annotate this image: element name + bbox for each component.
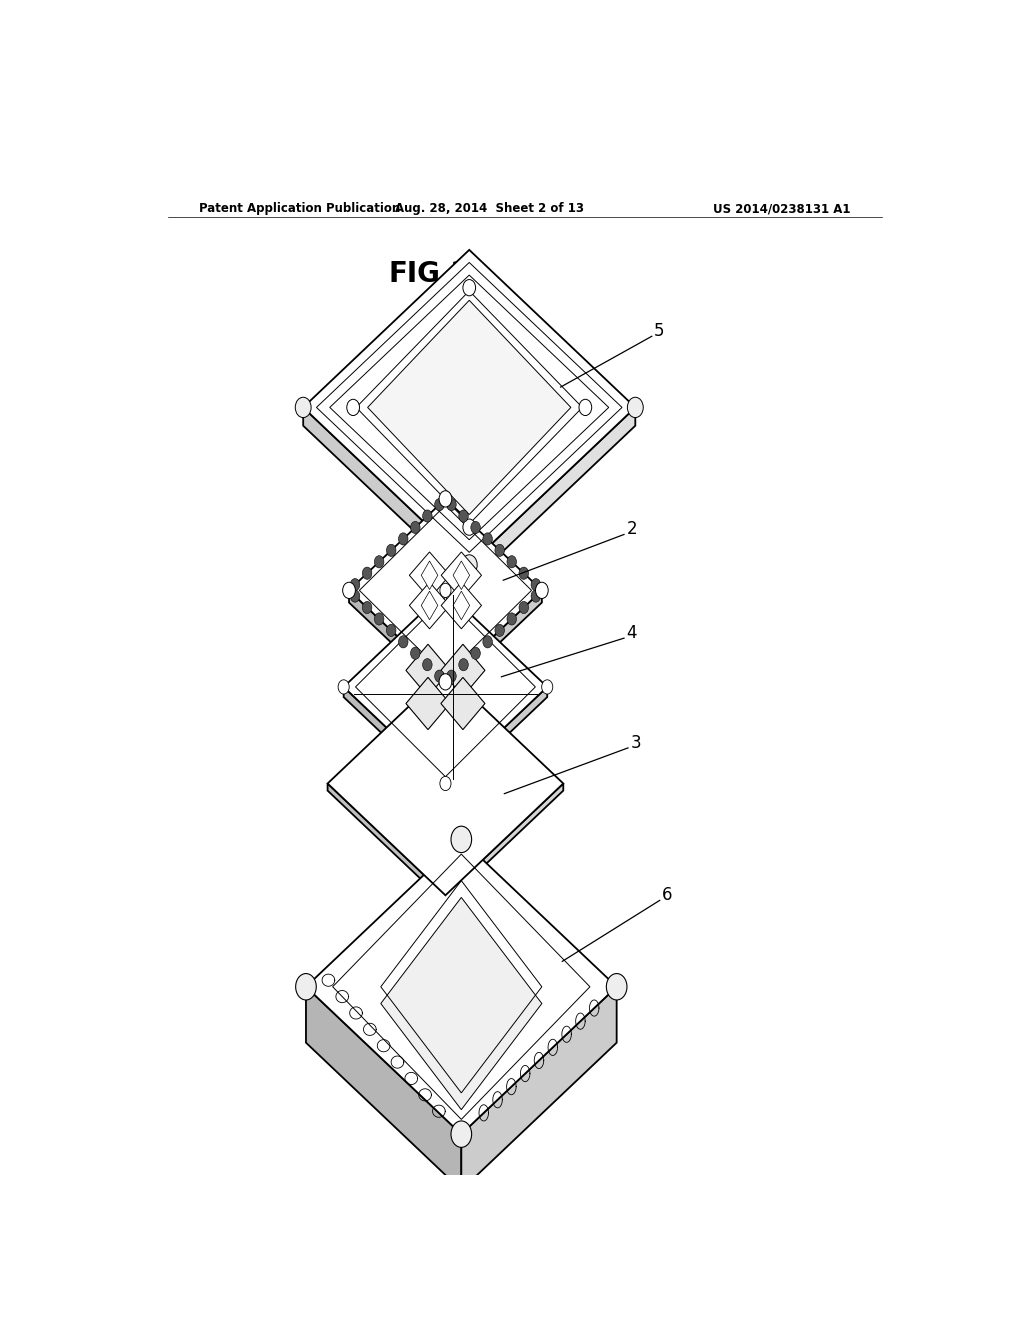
Circle shape bbox=[295, 397, 311, 417]
Polygon shape bbox=[344, 590, 547, 784]
Polygon shape bbox=[453, 561, 470, 590]
Polygon shape bbox=[410, 552, 450, 598]
Circle shape bbox=[375, 556, 384, 568]
Circle shape bbox=[507, 556, 516, 568]
Polygon shape bbox=[328, 672, 563, 895]
Circle shape bbox=[296, 974, 316, 1001]
Circle shape bbox=[439, 491, 452, 507]
Circle shape bbox=[483, 533, 493, 545]
Polygon shape bbox=[306, 840, 616, 1134]
Text: Aug. 28, 2014  Sheet 2 of 13: Aug. 28, 2014 Sheet 2 of 13 bbox=[394, 202, 584, 215]
Text: Patent Application Publication: Patent Application Publication bbox=[200, 202, 400, 215]
Polygon shape bbox=[441, 677, 485, 730]
Circle shape bbox=[423, 659, 432, 671]
Circle shape bbox=[338, 680, 349, 694]
Polygon shape bbox=[368, 300, 570, 515]
Circle shape bbox=[347, 399, 359, 416]
Polygon shape bbox=[406, 677, 450, 730]
Polygon shape bbox=[469, 408, 635, 583]
Circle shape bbox=[461, 554, 477, 576]
Circle shape bbox=[495, 624, 505, 636]
Circle shape bbox=[446, 499, 457, 511]
Circle shape bbox=[483, 636, 493, 648]
Circle shape bbox=[440, 776, 451, 791]
Circle shape bbox=[398, 636, 408, 648]
Circle shape bbox=[411, 647, 420, 660]
Circle shape bbox=[507, 612, 516, 626]
Circle shape bbox=[542, 680, 553, 694]
Polygon shape bbox=[406, 644, 450, 697]
Circle shape bbox=[350, 590, 359, 602]
Polygon shape bbox=[453, 591, 470, 619]
Polygon shape bbox=[441, 582, 481, 628]
Polygon shape bbox=[421, 591, 438, 619]
Circle shape bbox=[459, 659, 468, 671]
Text: 5: 5 bbox=[654, 322, 665, 341]
Circle shape bbox=[434, 671, 444, 682]
Circle shape bbox=[606, 974, 627, 1001]
Text: 2: 2 bbox=[627, 520, 637, 539]
Polygon shape bbox=[349, 499, 542, 682]
Polygon shape bbox=[349, 590, 445, 694]
Circle shape bbox=[375, 612, 384, 626]
Circle shape bbox=[519, 602, 528, 614]
Circle shape bbox=[411, 521, 420, 533]
Polygon shape bbox=[441, 552, 481, 598]
Polygon shape bbox=[445, 784, 563, 903]
Circle shape bbox=[362, 602, 372, 614]
Circle shape bbox=[628, 397, 643, 417]
Text: 3: 3 bbox=[631, 734, 641, 752]
Circle shape bbox=[398, 533, 408, 545]
Circle shape bbox=[434, 499, 444, 511]
Circle shape bbox=[440, 583, 451, 598]
Polygon shape bbox=[441, 644, 485, 697]
Circle shape bbox=[386, 624, 396, 636]
Circle shape bbox=[446, 671, 457, 682]
Circle shape bbox=[495, 544, 505, 557]
Text: US 2014/0238131 A1: US 2014/0238131 A1 bbox=[713, 202, 850, 215]
Circle shape bbox=[463, 519, 475, 536]
Circle shape bbox=[463, 280, 475, 296]
Circle shape bbox=[579, 399, 592, 416]
Polygon shape bbox=[445, 686, 547, 793]
Text: 4: 4 bbox=[627, 624, 637, 642]
Circle shape bbox=[531, 590, 541, 602]
Circle shape bbox=[386, 544, 396, 557]
Polygon shape bbox=[306, 987, 461, 1191]
Polygon shape bbox=[303, 249, 635, 565]
Text: 6: 6 bbox=[663, 886, 673, 904]
Polygon shape bbox=[328, 784, 445, 903]
Circle shape bbox=[343, 582, 355, 598]
Circle shape bbox=[451, 826, 472, 853]
Polygon shape bbox=[344, 686, 445, 793]
Polygon shape bbox=[410, 582, 450, 628]
Polygon shape bbox=[461, 987, 616, 1191]
Text: FIG.3: FIG.3 bbox=[389, 260, 470, 288]
Polygon shape bbox=[381, 898, 542, 1110]
Circle shape bbox=[459, 510, 468, 523]
Circle shape bbox=[471, 521, 480, 533]
Circle shape bbox=[519, 568, 528, 579]
Circle shape bbox=[536, 582, 548, 598]
Circle shape bbox=[451, 1121, 472, 1147]
Polygon shape bbox=[445, 590, 542, 694]
Circle shape bbox=[350, 578, 359, 591]
Circle shape bbox=[362, 568, 372, 579]
Circle shape bbox=[471, 647, 480, 660]
Polygon shape bbox=[421, 561, 438, 590]
Circle shape bbox=[439, 673, 452, 690]
Polygon shape bbox=[303, 408, 469, 583]
Circle shape bbox=[531, 578, 541, 591]
Circle shape bbox=[423, 510, 432, 523]
